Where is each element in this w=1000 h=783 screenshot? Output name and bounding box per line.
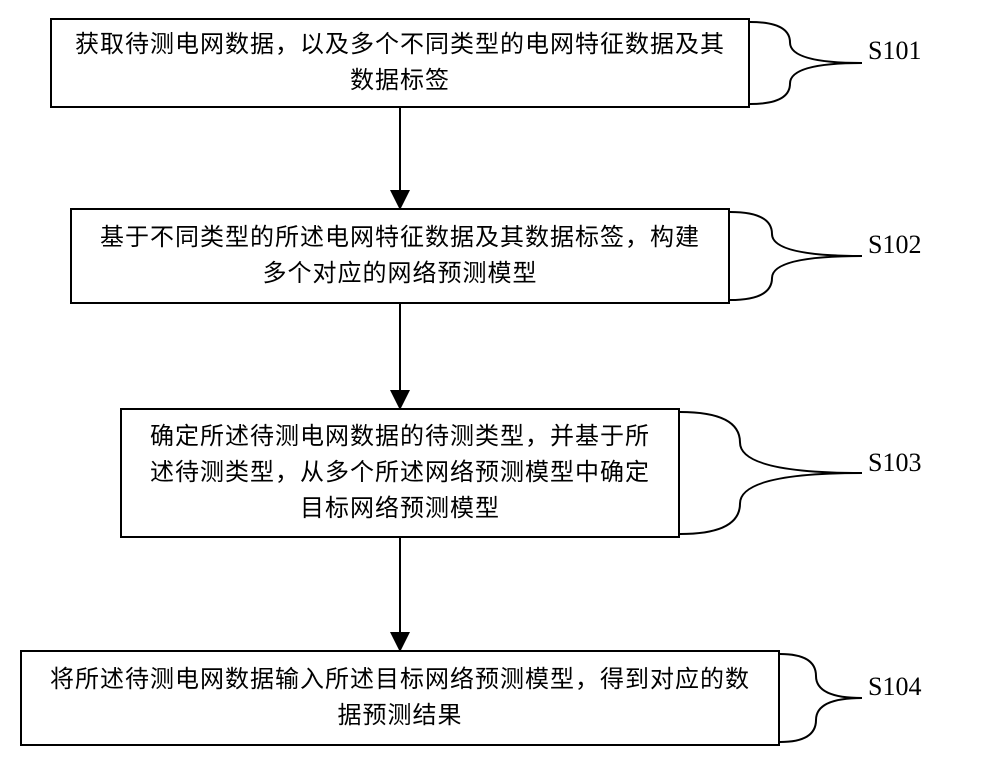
bracket-s103 — [680, 412, 862, 534]
bracket-s102 — [730, 212, 862, 300]
connector-overlay — [0, 0, 1000, 783]
brackets-group — [680, 22, 862, 742]
bracket-s101 — [750, 22, 862, 104]
bracket-s104 — [780, 654, 862, 742]
flowchart-canvas: 获取待测电网数据，以及多个不同类型的电网特征数据及其数据标签 S101 基于不同… — [0, 0, 1000, 783]
